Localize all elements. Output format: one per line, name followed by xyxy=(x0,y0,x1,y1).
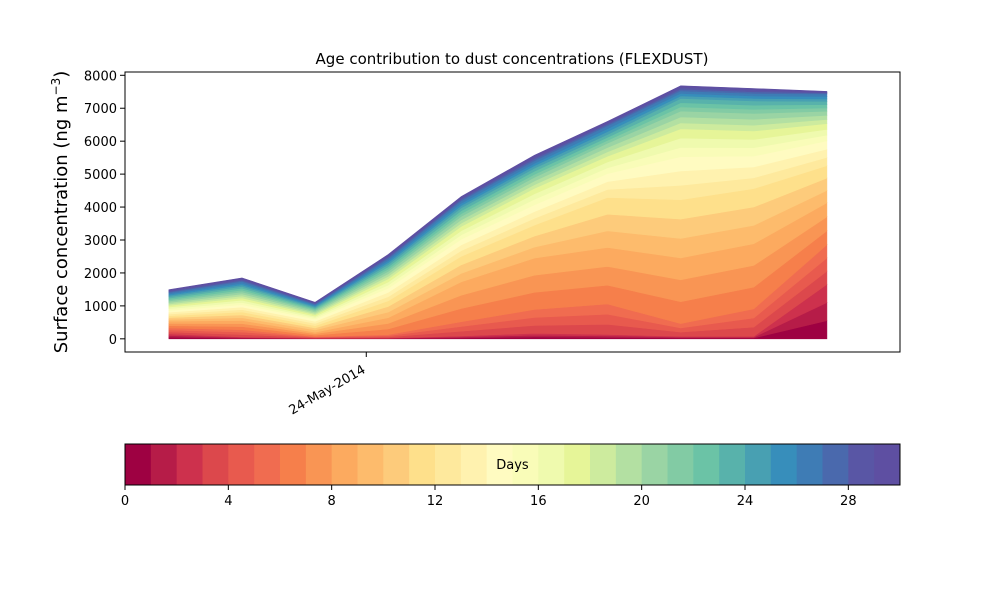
y-axis-label-superscript: −3 xyxy=(49,78,63,96)
colorbar-segment-21 xyxy=(667,444,694,485)
colorbar-segment-29 xyxy=(874,444,901,485)
colorbar-segment-6 xyxy=(280,444,307,485)
colorbar-segment-18 xyxy=(590,444,617,485)
y-tick-label: 3000 xyxy=(84,234,117,249)
colorbar-segment-10 xyxy=(383,444,410,485)
y-tick-label: 2000 xyxy=(84,267,117,282)
colorbar-segment-1 xyxy=(150,444,178,485)
colorbar-segment-16 xyxy=(538,444,565,485)
colorbar-tick-label: 12 xyxy=(427,494,444,509)
y-tick-label: 5000 xyxy=(84,168,117,183)
colorbar-segment-8 xyxy=(331,444,358,485)
colorbar-segment-11 xyxy=(409,444,436,485)
colorbar-segment-14 xyxy=(486,444,513,485)
colorbar-tick-label: 0 xyxy=(121,494,129,509)
colorbar-segment-28 xyxy=(848,444,875,485)
colorbar-segment-15 xyxy=(512,444,539,485)
area-band-day-29 xyxy=(168,85,828,304)
colorbar-tick-label: 4 xyxy=(224,494,232,509)
colorbar-segment-27 xyxy=(822,444,849,485)
colorbar-segment-2 xyxy=(176,444,203,485)
y-axis-label-close: ) xyxy=(51,71,72,78)
colorbar-segment-22 xyxy=(693,444,720,485)
y-axis: 0 1000 2000 3000 4000 5000 6000 7000 8000 xyxy=(84,69,125,348)
colorbar-segment-17 xyxy=(564,444,591,485)
colorbar-segment-7 xyxy=(305,444,333,485)
colorbar-tick-label: 8 xyxy=(328,494,336,509)
colorbar-segment-26 xyxy=(796,444,823,485)
y-tick-label: 8000 xyxy=(84,69,117,84)
colorbar-segment-24 xyxy=(745,444,772,485)
y-tick-label: 1000 xyxy=(84,300,117,315)
colorbar-segment-20 xyxy=(641,444,668,485)
colorbar-label: Days xyxy=(496,458,529,473)
y-tick-label: 4000 xyxy=(84,201,117,216)
chart-title: Age contribution to dust concentrations … xyxy=(316,50,709,68)
colorbar-segment-25 xyxy=(770,444,798,485)
y-axis-label: Surface concentration (ng m−3) xyxy=(49,71,72,354)
colorbar-segment-5 xyxy=(254,444,281,485)
x-tick-label: 24-May-2014 xyxy=(287,362,369,418)
colorbar-tick-label: 24 xyxy=(737,494,754,509)
y-tick-label: 7000 xyxy=(84,102,117,117)
y-axis-label-text: Surface concentration (ng m xyxy=(51,95,72,353)
colorbar-frame xyxy=(124,443,901,486)
colorbar-segment-9 xyxy=(357,444,384,485)
colorbar-tick-label: 28 xyxy=(840,494,857,509)
colorbar-segment-3 xyxy=(202,444,229,485)
colorbar-tick-label: 16 xyxy=(530,494,547,509)
colorbar-segment-0 xyxy=(125,444,152,485)
plot-frame xyxy=(124,71,901,353)
colorbar-segment-19 xyxy=(615,444,643,485)
colorbar-segment-4 xyxy=(228,444,255,485)
colorbar-segment-13 xyxy=(460,444,488,485)
y-tick-label: 6000 xyxy=(84,135,117,150)
colorbar-segment-23 xyxy=(719,444,746,485)
colorbar-segment-12 xyxy=(435,444,462,485)
colorbar-tick-label: 20 xyxy=(633,494,650,509)
y-tick-label: 0 xyxy=(109,333,117,348)
x-axis: 24-May-2014 xyxy=(287,352,369,418)
stacked-areas xyxy=(168,85,828,340)
colorbar: 0 4 8 12 16 20 24 28 Days xyxy=(121,443,901,509)
